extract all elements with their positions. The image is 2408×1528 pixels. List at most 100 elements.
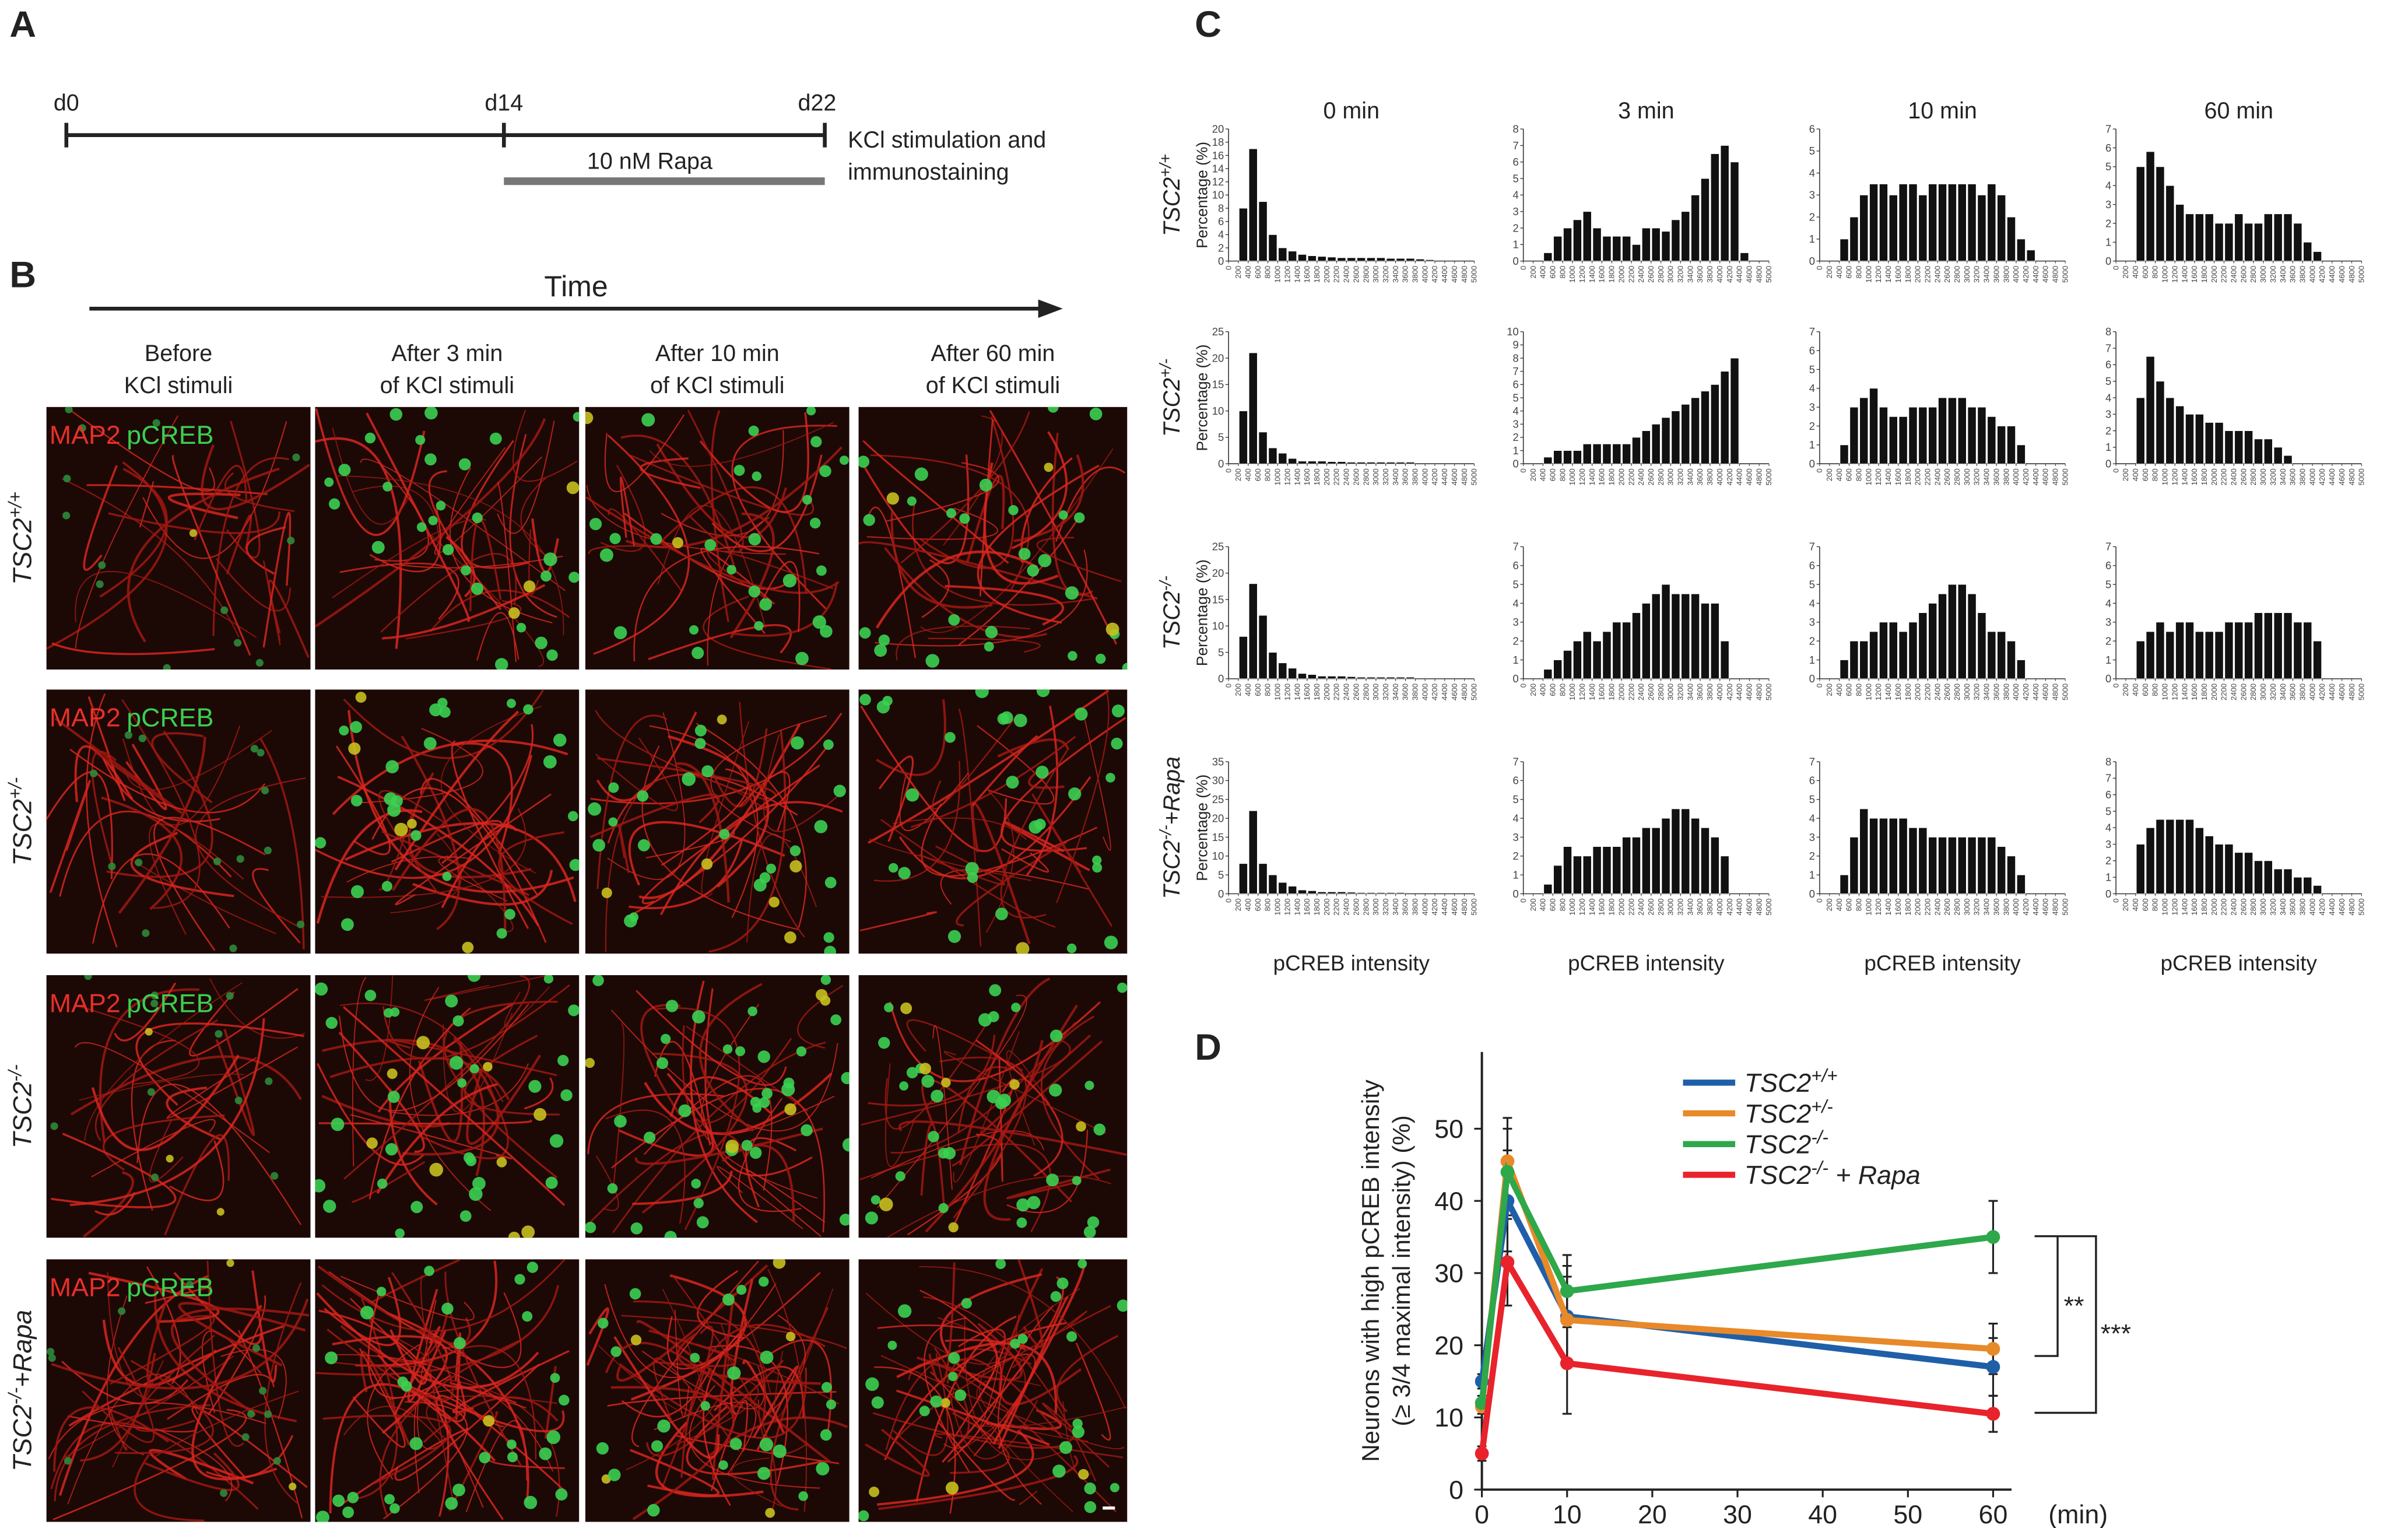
- nucleus: [757, 1050, 770, 1063]
- y-tick-label: 1: [1513, 654, 1519, 666]
- y-tick-label: 25: [1212, 325, 1224, 338]
- row-label: TSC2+/-: [5, 777, 37, 866]
- nucleus: [328, 498, 341, 510]
- x-tick-label: 2200: [1332, 684, 1341, 700]
- histogram-bar: [1278, 247, 1287, 262]
- nucleus: [900, 1002, 912, 1014]
- y-tick-label: 12: [1212, 176, 1224, 188]
- y-tick-label: 5: [1513, 793, 1519, 805]
- stain-label: MAP2 pCREB: [50, 1273, 214, 1302]
- y-tick-label: 10: [1212, 405, 1224, 417]
- nucleus: [366, 1137, 378, 1149]
- histogram-bar: [1582, 631, 1592, 679]
- neurite: [262, 511, 292, 648]
- histogram-bar: [1357, 257, 1366, 262]
- stain-red: MAP2: [50, 989, 121, 1018]
- nucleus: [459, 1210, 472, 1222]
- neurite: [83, 1171, 134, 1238]
- neurite: [201, 444, 310, 511]
- nucleus: [216, 1208, 224, 1216]
- nucleus: [469, 1187, 483, 1201]
- histogram-bar: [1730, 358, 1739, 464]
- nucleus: [747, 1006, 757, 1017]
- nucleus: [1035, 765, 1049, 779]
- x-tick-label: 600: [1845, 684, 1854, 696]
- neurite: [605, 1109, 686, 1224]
- nucleus: [360, 1306, 374, 1320]
- x-tick-label: 4400: [2031, 684, 2040, 700]
- x-tick-label: 4800: [2347, 898, 2356, 915]
- neurite: [929, 1371, 993, 1443]
- histogram-bar: [1859, 640, 1869, 679]
- y-tick-label: 10: [1212, 189, 1224, 201]
- nucleus: [409, 1437, 423, 1450]
- neurite: [1056, 1335, 1119, 1413]
- nucleus: [824, 945, 837, 954]
- nucleus: [377, 1178, 388, 1189]
- y-tick-label: 20: [1212, 123, 1224, 135]
- x-tick-label: 4800: [2051, 898, 2060, 915]
- x-tick-label: 4400: [1735, 468, 1744, 485]
- histogram-bar: [1720, 856, 1729, 894]
- y-tick-label: 0: [1809, 255, 1815, 267]
- histogram-bar: [1543, 457, 1553, 464]
- y-axis-label: Percentage (%): [1193, 345, 1210, 451]
- neurite: [869, 838, 1031, 881]
- y-axis-label: Neurons with high pCREB intensity: [1357, 1080, 1384, 1462]
- neurite: [921, 559, 950, 618]
- neurite: [698, 983, 763, 1132]
- x-tick-label: 1400: [1884, 266, 1893, 283]
- histogram-bar: [2303, 877, 2312, 894]
- y-tick-label: 4: [1809, 382, 1815, 394]
- histogram-bar: [2146, 151, 2155, 262]
- nucleus: [914, 467, 928, 481]
- y-tick-label: 6: [1513, 559, 1519, 572]
- nucleus: [1050, 1291, 1062, 1302]
- histogram-bar: [1869, 184, 1879, 262]
- nucleus: [220, 606, 229, 615]
- neurite: [357, 1298, 398, 1499]
- neurite: [513, 409, 578, 482]
- histogram-bar: [1671, 808, 1680, 894]
- neurite: [865, 1428, 930, 1477]
- nucleus: [539, 1447, 552, 1460]
- micrograph: [315, 689, 580, 954]
- neurite: [628, 821, 785, 886]
- y-tick-label: 3: [1513, 831, 1519, 843]
- histogram-bar: [2026, 250, 2035, 262]
- nucleus: [984, 642, 994, 652]
- x-tick-label: 3800: [1705, 898, 1714, 915]
- neurite: [107, 1405, 128, 1451]
- histogram-bar: [2313, 640, 2322, 679]
- nucleus: [350, 794, 363, 807]
- x-tick-label: 0: [1475, 1500, 1489, 1528]
- nucleus: [50, 1122, 58, 1130]
- x-tick-label: 2400: [1342, 898, 1351, 915]
- histogram-bar: [1622, 443, 1631, 464]
- nucleus: [749, 1147, 762, 1159]
- x-tick-label: 1000: [1273, 898, 1282, 915]
- histogram-bar: [2273, 447, 2283, 464]
- x-tick-label: 200: [1234, 898, 1242, 911]
- histogram-bar: [2273, 612, 2283, 679]
- x-tick-label: 800: [2151, 684, 2160, 696]
- nucleus: [226, 992, 234, 1000]
- x-tick-label: 60: [1979, 1500, 2008, 1528]
- x-tick-label: 4200: [2021, 468, 2030, 485]
- histogram-bar: [2303, 241, 2312, 262]
- histogram-bar: [2136, 844, 2145, 894]
- neurite: [610, 1386, 735, 1520]
- nucleus: [1049, 1029, 1063, 1042]
- nucleus: [233, 639, 242, 647]
- x-tick-label: 2400: [2230, 468, 2238, 485]
- x-tick-label: 2600: [1352, 898, 1360, 915]
- x-tick-label: 2600: [1943, 468, 1951, 485]
- x-tick-label: 200: [2121, 684, 2130, 696]
- nucleus: [727, 1366, 741, 1380]
- nucleus: [376, 1287, 387, 1296]
- time-label: Time: [544, 270, 608, 303]
- neurite: [915, 1315, 1017, 1502]
- histogram-bar: [1376, 257, 1385, 262]
- neurite: [989, 410, 1118, 645]
- nucleus: [364, 432, 376, 444]
